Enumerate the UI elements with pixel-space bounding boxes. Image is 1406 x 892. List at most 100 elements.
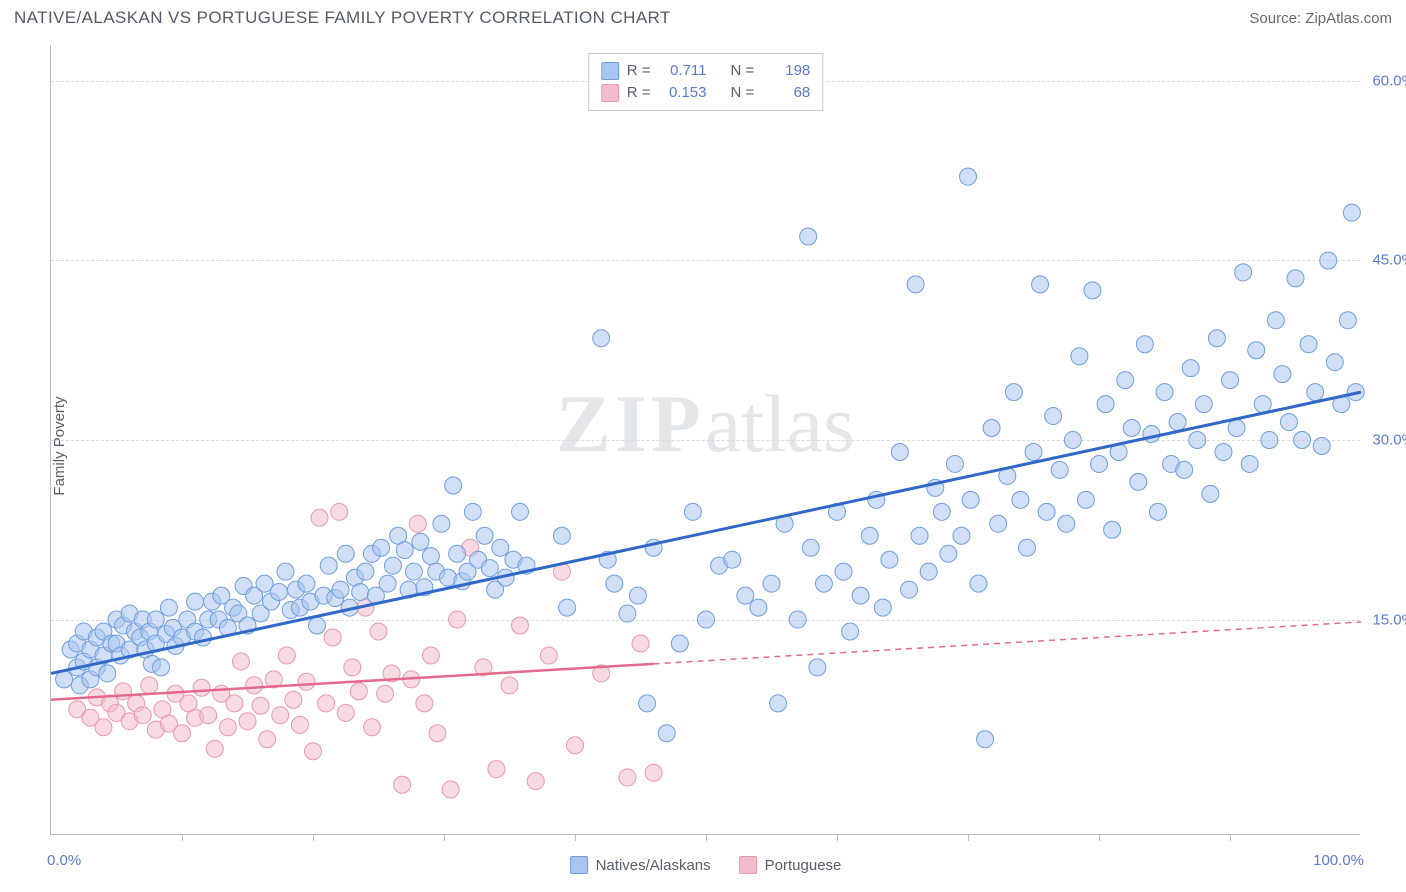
data-point[interactable]: [246, 677, 263, 694]
data-point[interactable]: [291, 716, 308, 733]
data-point[interactable]: [141, 677, 158, 694]
data-point[interactable]: [442, 781, 459, 798]
data-point[interactable]: [357, 563, 374, 580]
data-point[interactable]: [277, 563, 294, 580]
data-point[interactable]: [835, 563, 852, 580]
data-point[interactable]: [802, 539, 819, 556]
data-point[interactable]: [232, 653, 249, 670]
data-point[interactable]: [259, 731, 276, 748]
data-point[interactable]: [737, 587, 754, 604]
data-point[interactable]: [946, 455, 963, 472]
data-point[interactable]: [492, 539, 509, 556]
data-point[interactable]: [476, 527, 493, 544]
data-point[interactable]: [629, 587, 646, 604]
data-point[interactable]: [331, 503, 348, 520]
data-point[interactable]: [920, 563, 937, 580]
data-point[interactable]: [147, 611, 164, 628]
data-point[interactable]: [1274, 366, 1291, 383]
data-point[interactable]: [134, 707, 151, 724]
data-point[interactable]: [852, 587, 869, 604]
data-point[interactable]: [1222, 372, 1239, 389]
data-point[interactable]: [298, 575, 315, 592]
data-point[interactable]: [874, 599, 891, 616]
data-point[interactable]: [193, 679, 210, 696]
data-point[interactable]: [770, 695, 787, 712]
data-point[interactable]: [350, 683, 367, 700]
data-point[interactable]: [379, 575, 396, 592]
data-point[interactable]: [1117, 372, 1134, 389]
data-point[interactable]: [200, 707, 217, 724]
data-point[interactable]: [940, 545, 957, 562]
data-point[interactable]: [639, 695, 656, 712]
data-point[interactable]: [1077, 491, 1094, 508]
data-point[interactable]: [1032, 276, 1049, 293]
data-point[interactable]: [1280, 414, 1297, 431]
data-point[interactable]: [511, 617, 528, 634]
data-point[interactable]: [1071, 348, 1088, 365]
data-point[interactable]: [861, 527, 878, 544]
legend-item-portuguese[interactable]: Portuguese: [739, 856, 842, 874]
data-point[interactable]: [311, 509, 328, 526]
data-point[interactable]: [1307, 384, 1324, 401]
data-point[interactable]: [553, 527, 570, 544]
data-point[interactable]: [464, 503, 481, 520]
data-point[interactable]: [593, 330, 610, 347]
data-point[interactable]: [363, 719, 380, 736]
data-point[interactable]: [1235, 264, 1252, 281]
data-point[interactable]: [1208, 330, 1225, 347]
data-point[interactable]: [800, 228, 817, 245]
data-point[interactable]: [270, 584, 287, 601]
data-point[interactable]: [540, 647, 557, 664]
data-point[interactable]: [1215, 443, 1232, 460]
data-point[interactable]: [1195, 396, 1212, 413]
data-point[interactable]: [422, 647, 439, 664]
data-point[interactable]: [416, 695, 433, 712]
data-point[interactable]: [278, 647, 295, 664]
data-point[interactable]: [962, 491, 979, 508]
data-point[interactable]: [449, 545, 466, 562]
data-point[interactable]: [1248, 342, 1265, 359]
data-point[interactable]: [1038, 503, 1055, 520]
data-point[interactable]: [1058, 515, 1075, 532]
data-point[interactable]: [252, 697, 269, 714]
data-point[interactable]: [645, 764, 662, 781]
data-point[interactable]: [1261, 432, 1278, 449]
data-point[interactable]: [809, 659, 826, 676]
data-point[interactable]: [1339, 312, 1356, 329]
data-point[interactable]: [1084, 282, 1101, 299]
data-point[interactable]: [320, 557, 337, 574]
data-point[interactable]: [1064, 432, 1081, 449]
data-point[interactable]: [95, 719, 112, 736]
source-name[interactable]: ZipAtlas.com: [1305, 10, 1392, 27]
data-point[interactable]: [501, 677, 518, 694]
data-point[interactable]: [1300, 336, 1317, 353]
data-point[interactable]: [226, 695, 243, 712]
data-point[interactable]: [324, 629, 341, 646]
data-point[interactable]: [1143, 426, 1160, 443]
data-point[interactable]: [1123, 420, 1140, 437]
data-point[interactable]: [1045, 408, 1062, 425]
data-point[interactable]: [187, 593, 204, 610]
data-point[interactable]: [1176, 461, 1193, 478]
data-point[interactable]: [842, 623, 859, 640]
data-point[interactable]: [305, 743, 322, 760]
data-point[interactable]: [239, 713, 256, 730]
data-point[interactable]: [337, 545, 354, 562]
data-point[interactable]: [1091, 455, 1108, 472]
data-point[interactable]: [409, 515, 426, 532]
data-point[interactable]: [219, 719, 236, 736]
data-point[interactable]: [1326, 354, 1343, 371]
data-point[interactable]: [396, 542, 413, 559]
data-point[interactable]: [1182, 360, 1199, 377]
data-point[interactable]: [332, 581, 349, 598]
data-point[interactable]: [99, 665, 116, 682]
data-point[interactable]: [527, 773, 544, 790]
data-point[interactable]: [891, 443, 908, 460]
data-point[interactable]: [632, 635, 649, 652]
data-point[interactable]: [115, 683, 132, 700]
data-point[interactable]: [724, 551, 741, 568]
data-point[interactable]: [953, 527, 970, 544]
data-point[interactable]: [412, 533, 429, 550]
data-point[interactable]: [160, 599, 177, 616]
data-point[interactable]: [901, 581, 918, 598]
